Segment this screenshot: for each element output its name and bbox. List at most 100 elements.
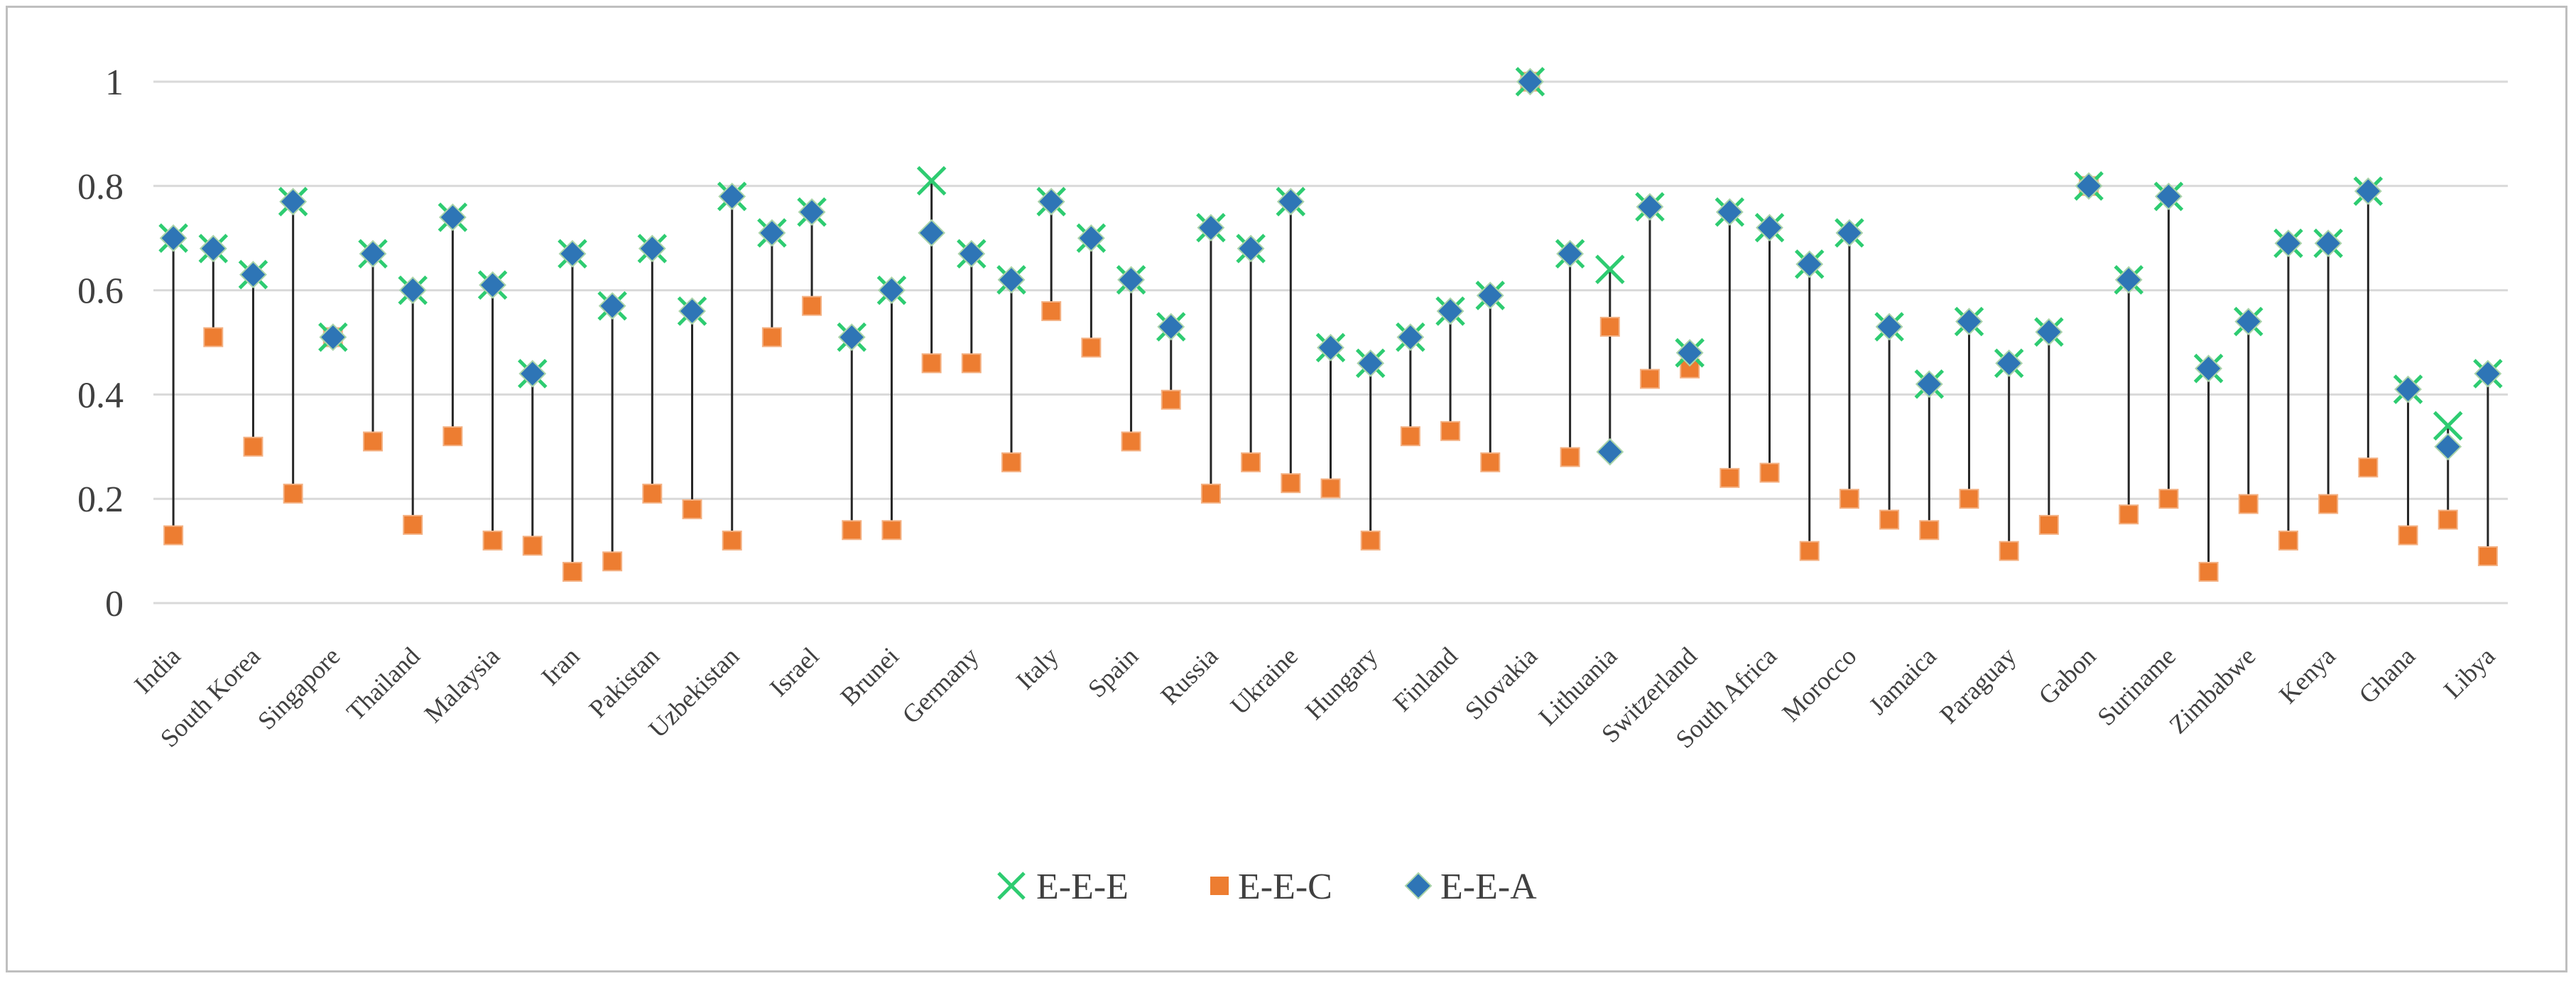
point-e-e-a-27 (1237, 234, 1265, 263)
point-e-e-a-33 (1476, 281, 1504, 310)
point-e-e-c-51 (2198, 561, 2219, 582)
point-e-e-a-31 (1396, 323, 1425, 352)
category-label-48: Gabon (2033, 641, 2102, 710)
y-tick-label-1: 0.2 (77, 479, 124, 520)
category-label-0: India (129, 641, 186, 699)
legend-label-e-e-e: E-E-E (1036, 867, 1129, 907)
point-e-e-a-50 (2155, 183, 2183, 210)
point-e-e-c-40 (1759, 462, 1780, 483)
point-e-e-c-14 (722, 530, 742, 551)
point-e-e-c-43 (1879, 509, 1900, 530)
point-e-e-a-52 (2234, 308, 2263, 336)
point-e-e-a-32 (1436, 297, 1464, 325)
legend-item-e-e-a[interactable]: E-E-A (1404, 867, 1537, 907)
point-e-e-a-53 (2274, 229, 2303, 257)
point-e-e-c-32 (1440, 421, 1461, 441)
point-e-e-c-12 (642, 483, 663, 504)
category-label-52: Zimbabwe (2163, 641, 2261, 739)
point-e-e-a-2 (239, 261, 267, 288)
point-e-e-c-26 (1200, 483, 1221, 504)
point-e-e-a-18 (878, 276, 906, 305)
category-label-42: Morocco (1776, 641, 1862, 727)
point-e-e-c-7 (442, 426, 463, 447)
category-label-34: Slovakia (1460, 641, 1543, 725)
point-e-e-c-56 (2398, 525, 2418, 546)
category-label-10: Iran (536, 641, 585, 690)
point-e-e-a-5 (359, 239, 387, 268)
point-e-e-a-51 (2195, 354, 2223, 383)
point-e-e-a-28 (1276, 188, 1305, 216)
category-label-26: Russia (1155, 641, 1223, 710)
point-e-e-a-34 (1516, 67, 1544, 96)
point-e-e-c-52 (2238, 494, 2259, 514)
point-e-e-a-25 (1157, 313, 1185, 341)
category-label-56: Ghana (2353, 641, 2420, 709)
point-e-e-a-58 (2474, 359, 2502, 388)
point-e-e-a-54 (2314, 229, 2342, 257)
category-label-44: Jamaica (1864, 641, 1942, 720)
legend-label-e-e-c: E-E-C (1238, 867, 1332, 907)
category-label-20: Germany (896, 641, 984, 729)
point-e-e-a-23 (1077, 224, 1105, 252)
point-e-e-c-22 (1041, 300, 1062, 321)
point-e-e-c-39 (1719, 467, 1740, 488)
point-e-e-a-1 (199, 234, 227, 263)
point-e-e-c-16 (802, 296, 822, 316)
point-e-e-c-10 (562, 561, 582, 582)
y-tick-label-3: 0.6 (77, 271, 124, 312)
category-label-16: Israel (764, 641, 825, 702)
point-e-e-a-42 (1835, 219, 1864, 247)
legend-item-e-e-c[interactable]: E-E-C (1210, 867, 1332, 907)
point-e-e-a-6 (398, 276, 427, 305)
point-e-e-a-35 (1556, 239, 1585, 268)
point-e-e-c-17 (842, 520, 862, 541)
legend-e-e-c-square-icon (1210, 877, 1229, 895)
point-e-e-e-57 (2433, 411, 2463, 441)
point-e-e-a-9 (518, 359, 547, 388)
chart-frame: 0 0.2 0.4 0.6 0.8 1 India South Korea Singapore… (6, 6, 2567, 972)
point-e-e-c-37 (1639, 369, 1660, 389)
point-e-e-a-26 (1197, 214, 1225, 242)
point-e-e-c-3 (283, 483, 303, 504)
point-e-e-c-53 (2278, 530, 2298, 551)
point-e-e-e-36 (1595, 254, 1625, 285)
point-e-e-c-8 (482, 530, 503, 551)
point-e-e-a-17 (837, 323, 866, 352)
point-e-e-c-28 (1281, 473, 1301, 494)
y-tick-label-0: 0 (105, 584, 124, 624)
point-e-e-c-36 (1599, 316, 1620, 337)
point-e-e-c-21 (1001, 452, 1022, 472)
point-e-e-a-40 (1756, 214, 1783, 242)
category-label-4: Singapore (252, 641, 345, 735)
point-e-e-c-55 (2358, 457, 2379, 478)
point-e-e-c-49 (2119, 504, 2139, 525)
point-e-e-e-19 (916, 166, 947, 196)
point-e-e-c-0 (163, 525, 184, 546)
category-label-30: Hungary (1300, 641, 1383, 725)
point-e-e-c-58 (2477, 546, 2498, 566)
point-e-e-c-6 (403, 514, 423, 535)
point-e-e-a-12 (638, 234, 666, 263)
point-e-e-a-21 (997, 266, 1026, 294)
point-e-e-a-3 (279, 188, 308, 216)
category-label-22: Italy (1011, 641, 1064, 695)
point-e-e-a-11 (598, 292, 626, 320)
point-e-e-c-35 (1560, 447, 1580, 467)
point-e-e-a-38 (1675, 339, 1704, 367)
category-label-12: Pakistan (583, 641, 665, 723)
drop-lines (172, 180, 2489, 572)
point-e-e-a-49 (2114, 266, 2143, 294)
y-tick-label-2: 0.4 (77, 375, 124, 416)
category-label-18: Brunei (835, 641, 905, 711)
point-e-e-a-24 (1117, 266, 1145, 294)
category-label-46: Paraguay (1934, 641, 2021, 729)
markers (158, 67, 2503, 582)
point-e-e-a-45 (1955, 308, 1983, 336)
legend-item-e-e-e[interactable]: E-E-E (997, 867, 1129, 907)
point-e-e-a-55 (2354, 177, 2382, 205)
point-e-e-a-46 (1995, 349, 2023, 377)
point-e-e-c-15 (761, 327, 782, 347)
legend-label-e-e-a: E-E-A (1440, 867, 1537, 907)
point-e-e-c-11 (602, 551, 623, 572)
